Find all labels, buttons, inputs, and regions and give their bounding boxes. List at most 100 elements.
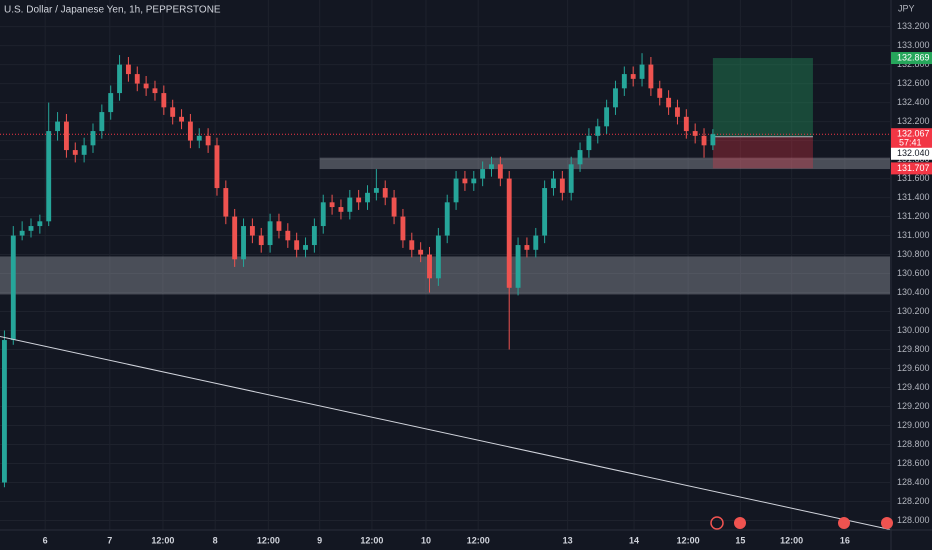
candle-body <box>294 240 300 250</box>
candle-body <box>72 150 78 155</box>
candle-body <box>258 235 264 246</box>
x-tick-label: 9 <box>317 535 322 545</box>
candle-body <box>196 135 202 141</box>
x-tick-label: 16 <box>840 535 850 545</box>
candle-body <box>701 135 707 146</box>
candle-body <box>365 192 370 203</box>
candle-body <box>692 131 698 136</box>
candle-body <box>391 197 397 217</box>
event-icon[interactable] <box>838 517 850 529</box>
candle-body <box>506 178 512 288</box>
candle-body <box>489 164 494 170</box>
candle-body <box>586 135 592 151</box>
y-tick-label: 130.200 <box>897 306 930 316</box>
drawings <box>0 58 890 295</box>
x-tick-label: 15 <box>735 535 745 545</box>
candle-body <box>630 74 636 79</box>
candle-body <box>568 164 574 193</box>
candle-body <box>170 107 176 117</box>
x-tick-label: 12:00 <box>677 535 700 545</box>
candle-body <box>497 164 503 179</box>
candle-body <box>621 74 627 89</box>
y-tick-label: 131.000 <box>897 230 930 240</box>
stop-loss-zone <box>712 136 813 169</box>
candle-body <box>19 230 25 236</box>
y-tick-label: 129.600 <box>897 363 930 373</box>
y-tick-label: 132.200 <box>897 116 930 126</box>
x-tick-label: 6 <box>43 535 48 545</box>
y-tick-label: 132.600 <box>897 78 930 88</box>
candle-body <box>595 126 601 136</box>
candle-body <box>524 245 530 250</box>
y-tick-label: 129.800 <box>897 344 930 354</box>
trend-line <box>0 336 891 531</box>
candle-body <box>427 254 432 279</box>
event-icon[interactable] <box>881 517 893 529</box>
candle-body <box>613 88 618 108</box>
candle-body <box>444 202 450 236</box>
y-tick-label: 130.400 <box>897 287 930 297</box>
candle-body <box>471 178 477 184</box>
candle-body <box>232 216 238 260</box>
candle-body <box>10 235 16 341</box>
candle-body <box>152 88 158 94</box>
candle-body <box>125 64 131 75</box>
candle-body <box>710 134 716 146</box>
candle-body <box>249 226 255 236</box>
x-tick-label: 13 <box>563 535 573 545</box>
chart-title: U.S. Dollar / Japanese Yen, 1h, PEPPERST… <box>4 5 221 16</box>
candle-body <box>577 150 583 165</box>
zone <box>0 256 890 295</box>
stop-loss-label: 131.707 <box>897 163 930 173</box>
candle-body <box>409 240 415 250</box>
event-icons <box>710 516 893 530</box>
candle-body <box>108 93 114 113</box>
y-tick-label: 131.200 <box>897 211 930 221</box>
candle-body <box>356 197 362 203</box>
candle-body <box>214 145 220 189</box>
event-icon[interactable] <box>734 517 746 529</box>
y-tick-label: 128.000 <box>897 515 930 525</box>
y-tick-label: 130.000 <box>897 325 930 335</box>
event-icon[interactable] <box>710 516 724 530</box>
y-tick-label: 128.200 <box>897 496 930 506</box>
candle-body <box>542 188 548 236</box>
candle-body <box>382 188 388 198</box>
candle-body <box>28 226 34 231</box>
candle-body <box>559 178 565 193</box>
candle-body <box>117 64 122 94</box>
candle-body <box>205 135 211 146</box>
y-tick-label: 132.400 <box>897 97 930 107</box>
candle-body <box>515 245 521 288</box>
candle-body <box>453 178 459 203</box>
candle-body <box>648 64 654 89</box>
countdown-label: 57:41 <box>899 138 922 148</box>
y-tick-label: 129.400 <box>897 382 930 392</box>
candle-body <box>223 188 229 217</box>
x-tick-label: 12:00 <box>257 535 280 545</box>
candle-body <box>533 235 539 250</box>
candle-body <box>675 107 680 117</box>
candle-body <box>143 83 149 89</box>
candle-body <box>303 245 308 250</box>
take-profit-zone <box>712 58 813 137</box>
candle-body <box>338 207 344 212</box>
x-tick-label: 12:00 <box>360 535 383 545</box>
candle-body <box>400 216 406 241</box>
candle-body <box>81 145 87 155</box>
candle-body <box>187 121 193 141</box>
candle-body <box>179 116 184 122</box>
candle-body <box>462 178 468 184</box>
candle-body <box>37 221 43 227</box>
candle-body <box>320 202 326 227</box>
candle-body <box>46 131 52 222</box>
candle-body <box>276 221 282 231</box>
current-price-label: 132.067 <box>897 129 930 139</box>
take-profit-label: 132.869 <box>897 52 930 62</box>
y-tick-label: 128.800 <box>897 439 930 449</box>
candle-body <box>480 169 486 179</box>
candle-body <box>1 340 7 483</box>
candle-body <box>657 88 663 98</box>
x-tick-label: 10 <box>421 535 431 545</box>
